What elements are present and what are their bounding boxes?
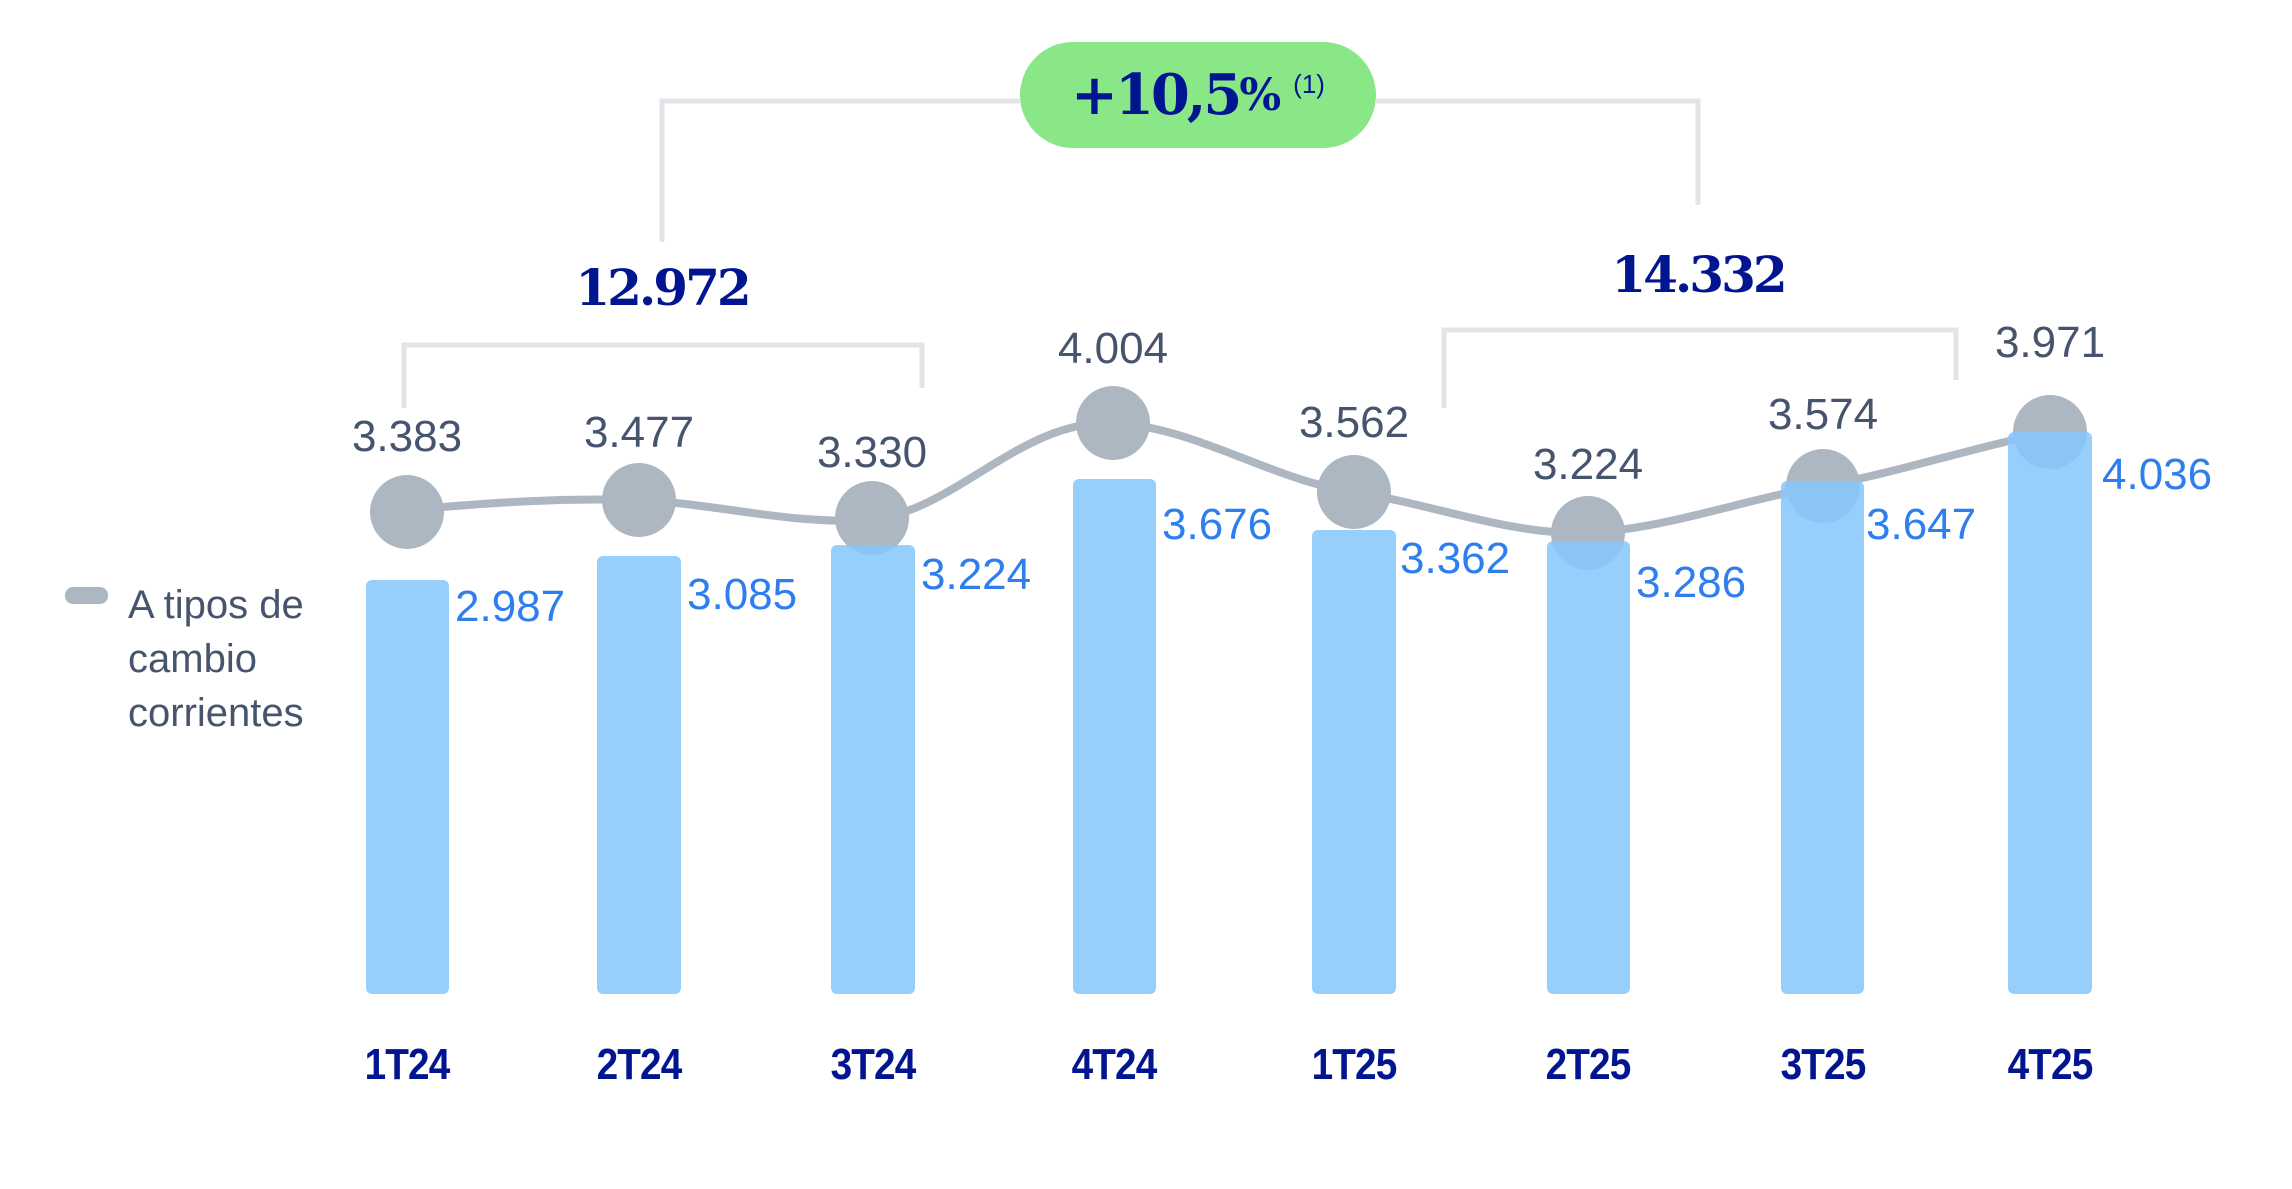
category-4T24: 4T24 (1071, 1040, 1158, 1089)
category-1T25: 1T25 (1311, 1040, 1398, 1089)
category-2T25: 2T25 (1545, 1040, 1632, 1089)
current-label-3T24: 3.330 (816, 428, 928, 477)
current-label-2T24: 3.477 (583, 408, 695, 457)
total-2025: 14.332 (1611, 245, 1787, 304)
category-1T24: 1T24 (364, 1040, 451, 1089)
constant-label-3T24: 3.224 (921, 550, 1032, 599)
growth-unit: % (1239, 69, 1281, 121)
bracket-2025 (1441, 327, 1959, 408)
growth-badge: +10,5 % (1) (1020, 42, 1376, 148)
legend-line-swatch (65, 587, 108, 604)
constant-label-2T24: 3.085 (687, 570, 798, 619)
bars (366, 432, 2092, 994)
bracket-2024 (401, 342, 925, 408)
constant-label-1T25: 3.362 (1400, 534, 1511, 583)
constant-label-4T25: 4.036 (2102, 450, 2213, 499)
current-label-1T25: 3.562 (1298, 398, 1410, 447)
current-label-3T25: 3.574 (1767, 390, 1879, 439)
growth-value: +10,5 (1071, 62, 1242, 128)
growth-bracket (659, 98, 1020, 242)
constant-label-2T25: 3.286 (1636, 558, 1747, 607)
constant-label-1T24: 2.987 (455, 582, 566, 631)
category-3T24: 3T24 (830, 1040, 917, 1089)
growth-footnote: (1) (1293, 68, 1325, 99)
category-4T25: 4T25 (2007, 1040, 2094, 1089)
total-2024: 12.972 (575, 258, 751, 317)
category-2T24: 2T24 (596, 1040, 683, 1089)
legend-label: A tipos de cambio corrientes (128, 583, 304, 735)
growth-bracket-right (1376, 98, 1701, 205)
constant-label-3T25: 3.647 (1866, 500, 1977, 549)
current-label-1T24: 3.383 (351, 412, 463, 461)
constant-label-4T24: 3.676 (1162, 500, 1273, 549)
category-3T25: 3T25 (1780, 1040, 1867, 1089)
current-label-4T24: 4.004 (1057, 324, 1169, 373)
current-label-2T25: 3.224 (1532, 440, 1644, 489)
current-label-4T25: 3.971 (1994, 318, 2106, 367)
